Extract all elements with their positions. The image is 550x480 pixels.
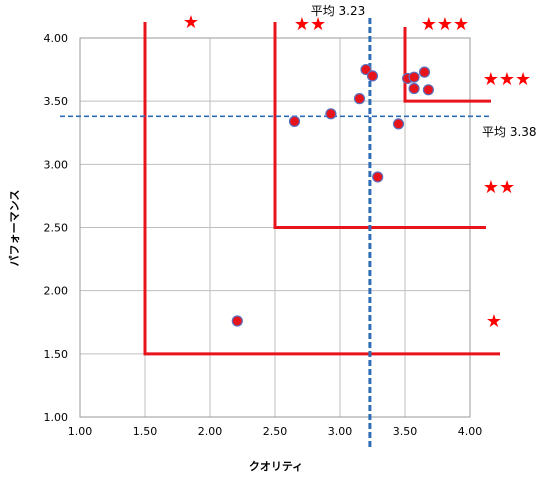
zone-1-star-top: ★ xyxy=(183,12,199,33)
zone-2-star-top: ★★ xyxy=(294,14,326,35)
zone-3-star-right: ★★★ xyxy=(483,69,531,90)
rating-zone-lines xyxy=(143,22,500,356)
zone-boundary-line xyxy=(273,22,486,229)
data-point xyxy=(353,93,366,105)
data-point xyxy=(408,82,420,95)
data-point xyxy=(408,71,420,83)
zone-boundary-line xyxy=(143,22,500,356)
axis-ticks: 1.00 1.50 2.00 2.50 3.00 3.50 4.00 1.00 1.50 2.00… xyxy=(44,32,483,438)
data-point xyxy=(372,171,384,183)
x-tick-label: 1.50 xyxy=(133,425,158,438)
data-point xyxy=(325,108,337,120)
y-tick-label: 4.00 xyxy=(44,32,69,45)
y-axis-title: パフォーマンス xyxy=(8,190,21,267)
zone-1-star-right: ★ xyxy=(486,311,502,332)
x-tick-label: 1.00 xyxy=(68,425,93,438)
x-axis-title: クオリティ xyxy=(249,460,303,473)
data-point xyxy=(392,118,405,130)
data-point xyxy=(422,84,434,96)
zone-3-star-top: ★★★ xyxy=(421,14,469,35)
average-y-label: 平均 3.38 xyxy=(482,125,537,139)
x-tick-label: 3.50 xyxy=(393,425,418,438)
y-tick-label: 3.00 xyxy=(44,158,69,171)
x-tick-label: 2.50 xyxy=(263,425,288,438)
data-point xyxy=(366,70,379,82)
x-tick-label: 2.00 xyxy=(198,425,223,438)
data-point xyxy=(231,315,243,327)
average-lines xyxy=(60,18,492,447)
labels: クオリティ パフォーマンス 平均 3.23 平均 3.38 xyxy=(8,4,537,473)
y-tick-label: 1.00 xyxy=(44,411,69,424)
x-tick-label: 4.00 xyxy=(458,425,483,438)
data-point xyxy=(288,115,301,127)
y-tick-label: 2.00 xyxy=(44,285,69,298)
average-x-label: 平均 3.23 xyxy=(311,4,366,18)
rating-stars: ★ ★★ ★★★ ★★★ ★★ ★ xyxy=(183,12,531,332)
zone-boundary-line xyxy=(403,27,491,103)
data-point xyxy=(418,66,431,78)
y-tick-label: 2.50 xyxy=(44,222,69,235)
x-tick-label: 3.00 xyxy=(328,425,353,438)
data-points xyxy=(231,63,434,327)
zone-2-star-right: ★★ xyxy=(483,177,515,198)
y-tick-label: 1.50 xyxy=(44,348,69,361)
y-tick-label: 3.50 xyxy=(44,95,69,108)
